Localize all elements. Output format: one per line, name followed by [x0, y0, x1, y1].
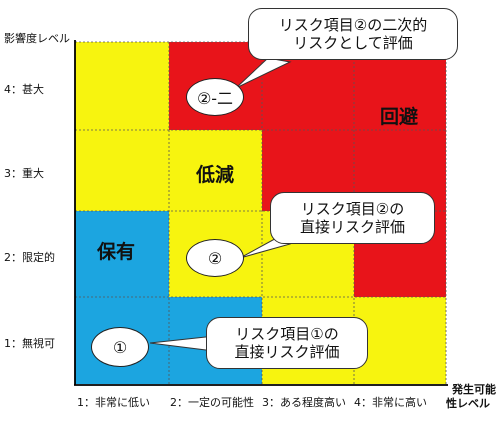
marker-item-1: ① — [91, 327, 149, 367]
callout-item-2-line1: リスク項目②の — [300, 200, 405, 218]
cell-1-4 — [354, 297, 446, 384]
callout-item-1-direct: リスク項目①の 直接リスク評価 — [206, 317, 368, 369]
cell-4-1 — [75, 42, 169, 130]
y-tick-1: 1：無視可 — [4, 337, 55, 350]
y-tick-3: 3：重大 — [4, 167, 44, 180]
x-tick-1: 1：非常に低い — [77, 396, 150, 409]
y-axis-title: 影響度レベル — [4, 32, 70, 45]
zone-label-retain: 保有 — [97, 241, 136, 263]
cell-2-1 — [75, 211, 169, 297]
x-axis-title: 発生可能 性レベル — [446, 383, 496, 411]
zone-label-reduce: 低減 — [196, 164, 235, 186]
cell-3-1 — [75, 130, 169, 211]
x-axis-title-line1: 発生可能 — [452, 383, 496, 396]
callout-item-1-line2: 直接リスク評価 — [234, 343, 340, 361]
marker-item-2-secondary: ②-二 — [186, 78, 244, 116]
callout-3-pointer — [235, 57, 292, 89]
x-tick-4: 4：非常に高い — [354, 396, 427, 409]
callout-item-1-line1: リスク項目①の — [235, 325, 339, 343]
callout-item-2-secondary-line1: リスク項目②の二次的 — [278, 16, 428, 34]
callout-item-2-secondary-line2: リスクとして評価 — [293, 34, 413, 52]
cell-3-2 — [169, 130, 262, 211]
y-tick-2: 2：限定的 — [4, 251, 55, 264]
x-axis-title-line2: 性レベル — [446, 397, 490, 410]
callout-item-2-secondary: リスク項目②の二次的 リスクとして評価 — [248, 8, 458, 60]
zone-label-avoid: 回避 — [380, 106, 419, 128]
x-tick-2: 2：一定の可能性 — [170, 396, 254, 409]
callout-item-2-line2: 直接リスク評価 — [299, 218, 405, 236]
callout-item-2-direct: リスク項目②の 直接リスク評価 — [270, 192, 435, 244]
x-tick-3: 3：ある程度高い — [262, 396, 346, 409]
y-tick-4: 4：甚大 — [4, 83, 44, 96]
marker-item-2: ② — [186, 239, 244, 277]
